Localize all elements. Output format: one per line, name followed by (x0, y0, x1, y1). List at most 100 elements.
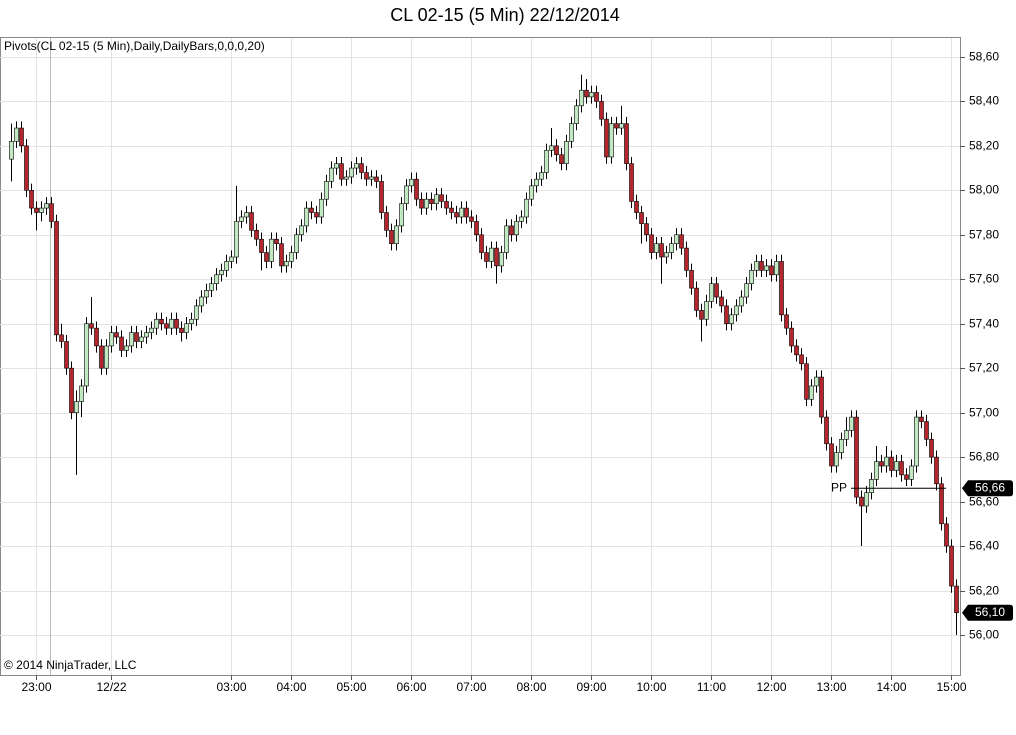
candle-body (244, 212, 249, 218)
candle-body (954, 585, 959, 614)
candle-body (409, 178, 414, 187)
candle-body (344, 176, 349, 180)
candle-body (29, 190, 34, 209)
candle-body (724, 305, 729, 325)
candle-body (259, 238, 264, 253)
candle-body (164, 323, 169, 329)
candle-body (919, 416, 924, 422)
candle-body (624, 123, 629, 164)
candle-body (504, 225, 509, 253)
candle-body (174, 318, 179, 329)
candle-body (544, 149, 549, 173)
candle-body (119, 336, 124, 351)
candle-body (169, 318, 174, 329)
candle-body (144, 332, 149, 338)
pivot-box (962, 480, 1013, 497)
x-tick-label: 15:00 (936, 680, 966, 694)
chart-title: CL 02-15 (5 Min) 22/12/2014 (390, 5, 619, 25)
candle-body (149, 327, 154, 333)
candle-body (559, 154, 564, 164)
candle-body (789, 327, 794, 347)
candle-body (64, 341, 69, 369)
candle-body (679, 234, 684, 249)
candle-body (934, 456, 939, 485)
candle-body (99, 345, 104, 369)
candle-body (834, 452, 839, 467)
candle-body (844, 430, 849, 440)
candle-body (699, 310, 704, 320)
candle-body (89, 323, 94, 329)
copyright: © 2014 NinjaTrader, LLC (4, 658, 137, 672)
candle-body (704, 301, 709, 320)
y-tick-label: 56,20 (969, 584, 999, 598)
candle-body (274, 238, 279, 244)
candle-body (709, 283, 714, 302)
candle-body (179, 327, 184, 333)
candle-body (854, 416, 859, 498)
candle-body (904, 474, 909, 480)
candle-body (134, 332, 139, 342)
candle-body (234, 221, 239, 258)
candle-body (214, 274, 219, 284)
last-price-box (962, 604, 1013, 621)
candle-body (399, 203, 404, 227)
candle-body (199, 296, 204, 307)
candle-body (289, 252, 294, 262)
x-tick-label: 05:00 (336, 680, 366, 694)
y-tick-label: 56,40 (969, 539, 999, 553)
plot-frame (0, 37, 961, 676)
candle-body (824, 416, 829, 445)
y-tick-label: 57,40 (969, 317, 999, 331)
candle-body (794, 345, 799, 356)
candle-body (49, 203, 54, 222)
candle-body (914, 416, 919, 467)
candle-body (369, 176, 374, 180)
last-price-label: 56,10 (975, 605, 1005, 619)
candle-body (774, 261, 779, 276)
candle-body (444, 201, 449, 209)
y-tick-label: 56,60 (969, 495, 999, 509)
candle-body (814, 376, 819, 387)
candle-body (589, 92, 594, 98)
candle-body (869, 479, 874, 493)
candle-body (354, 163, 359, 169)
candle-body (469, 216, 474, 222)
candle-body (219, 270, 224, 276)
candle-body (184, 323, 189, 333)
candle-body (424, 198, 429, 209)
candle-body (34, 207, 39, 213)
candles (9, 74, 959, 635)
candle-body (899, 461, 904, 476)
candle-body (734, 305, 739, 316)
candle-body (279, 243, 284, 267)
x-tick-label: 14:00 (876, 680, 906, 694)
candle-body (254, 230, 259, 240)
candle-body (109, 332, 114, 347)
candle-body (649, 234, 654, 253)
y-tick-label: 58,20 (969, 139, 999, 153)
candle-body (664, 252, 669, 258)
candle-body (464, 207, 469, 218)
overlay: PP 56,66 56,10 (831, 480, 1013, 621)
candle-body (124, 345, 129, 351)
candle-body (159, 318, 164, 325)
candle-body (799, 354, 804, 365)
candle-body (104, 345, 109, 369)
candle-body (819, 376, 824, 418)
candle-body (849, 416, 854, 431)
candle-body (189, 318, 194, 325)
x-tick-label: 07:00 (456, 680, 486, 694)
candle-body (84, 323, 89, 387)
indicator-label: Pivots(CL 02-15 (5 Min),Daily,DailyBars,… (4, 39, 265, 53)
candle-body (154, 318, 159, 329)
candle-body (594, 92, 599, 102)
x-tick-label: 09:00 (576, 680, 606, 694)
candle-body (539, 172, 544, 180)
candle-body (429, 198, 434, 204)
candle-body (694, 287, 699, 311)
candle-body (139, 336, 144, 342)
candle-body (209, 283, 214, 291)
candle-body (609, 123, 614, 158)
candle-body (584, 89, 589, 98)
